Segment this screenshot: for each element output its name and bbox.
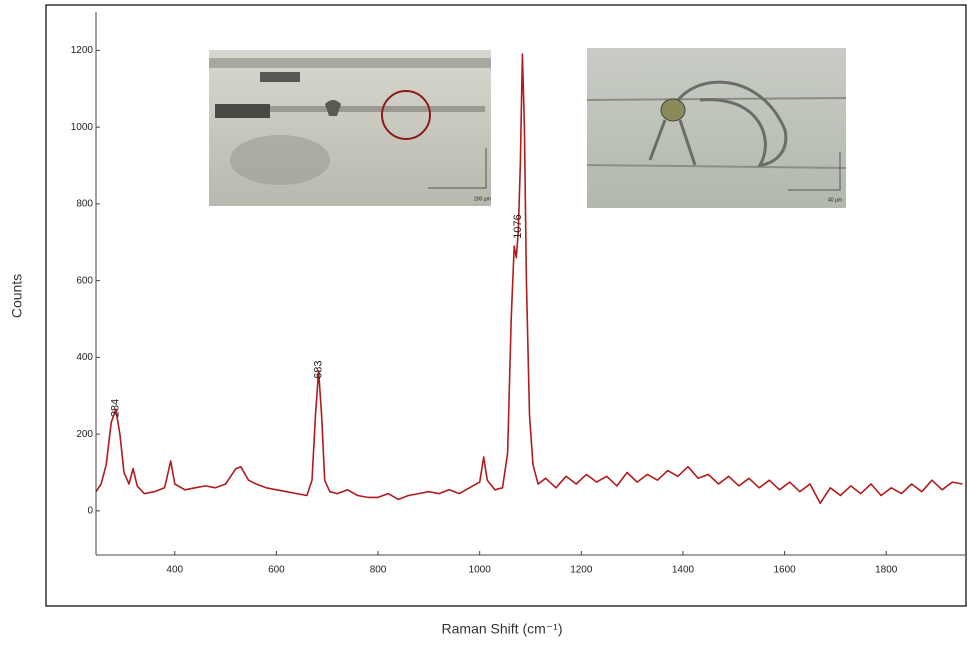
x-tick-label: 800 (370, 565, 387, 576)
x-tick-label: 400 (166, 565, 183, 576)
inset-image: 40 µm (586, 48, 847, 208)
y-tick-label: 400 (76, 352, 93, 363)
peak-label: 284 (110, 399, 122, 417)
x-tick-label: 1000 (469, 565, 492, 576)
y-tick-label: 0 (87, 506, 93, 517)
x-tick-label: 600 (268, 565, 285, 576)
x-tick-label: 1400 (672, 565, 695, 576)
x-tick-label: 1200 (570, 565, 593, 576)
frame (45, 4, 967, 607)
spectrum-line (95, 53, 963, 504)
y-tick-label: 1200 (71, 45, 94, 56)
y-tick-label: 800 (76, 199, 93, 210)
peak-label: 683 (312, 360, 324, 378)
x-tick-label: 1600 (773, 565, 796, 576)
scale-label: 200 µm (474, 196, 491, 202)
y-tick-label: 200 (76, 429, 93, 440)
y-axis-title: Counts (9, 274, 25, 318)
x-tick-label: 1800 (875, 565, 898, 576)
scale-label: 40 µm (828, 197, 842, 203)
y-tick-label: 1000 (71, 122, 94, 133)
inset-image: 200 µm (209, 50, 491, 206)
peak-label: 1076 (512, 214, 524, 238)
y-tick-label: 600 (76, 275, 93, 286)
x-axis-title: Raman Shift (cm⁻¹) (442, 621, 563, 637)
